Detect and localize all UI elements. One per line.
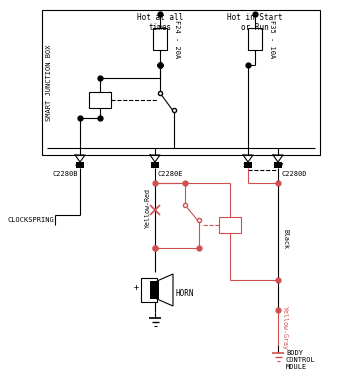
Bar <box>219 217 241 233</box>
Bar <box>151 162 159 168</box>
Bar <box>141 278 157 302</box>
Text: F24 - 20A: F24 - 20A <box>174 20 180 58</box>
Text: F35 - 10A: F35 - 10A <box>269 20 275 58</box>
Bar <box>274 162 282 168</box>
Text: C2280B: C2280B <box>53 171 78 177</box>
Text: Hot at all
times: Hot at all times <box>137 13 183 33</box>
Polygon shape <box>157 274 173 306</box>
Text: HORN: HORN <box>175 289 193 298</box>
Text: CLOCKSPRING: CLOCKSPRING <box>8 217 55 223</box>
Text: Yellow-Red: Yellow-Red <box>145 188 151 228</box>
Text: +: + <box>134 283 139 292</box>
Text: Hot in Start
or Run: Hot in Start or Run <box>227 13 283 33</box>
Text: BODY
CONTROL
MDULE: BODY CONTROL MDULE <box>286 350 316 370</box>
Text: 23: 23 <box>242 163 250 167</box>
Text: 41: 41 <box>75 163 82 167</box>
Text: C2280D: C2280D <box>281 171 306 177</box>
Text: C2280E: C2280E <box>158 171 184 177</box>
Bar <box>244 162 252 168</box>
Text: 5: 5 <box>153 163 157 167</box>
Bar <box>89 92 111 108</box>
Text: Black: Black <box>282 229 288 249</box>
Bar <box>150 281 159 299</box>
Text: 7: 7 <box>280 163 284 167</box>
Text: Yellow-Gray: Yellow-Gray <box>282 305 288 350</box>
Bar <box>42 10 320 155</box>
Text: SMART JUNCTION BOX: SMART JUNCTION BOX <box>46 44 52 121</box>
Bar <box>153 28 167 50</box>
Bar <box>76 162 84 168</box>
Bar <box>248 28 262 50</box>
